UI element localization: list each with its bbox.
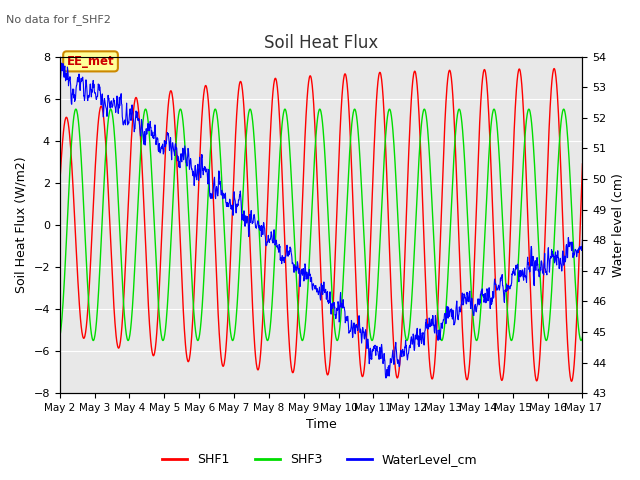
Legend: SHF1, SHF3, WaterLevel_cm: SHF1, SHF3, WaterLevel_cm xyxy=(157,448,483,471)
Text: EE_met: EE_met xyxy=(67,55,115,68)
Text: No data for f_SHF2: No data for f_SHF2 xyxy=(6,14,111,25)
Y-axis label: Soil Heat Flux (W/m2): Soil Heat Flux (W/m2) xyxy=(15,156,28,293)
Title: Soil Heat Flux: Soil Heat Flux xyxy=(264,34,378,52)
Y-axis label: Water level (cm): Water level (cm) xyxy=(612,173,625,277)
X-axis label: Time: Time xyxy=(306,419,337,432)
